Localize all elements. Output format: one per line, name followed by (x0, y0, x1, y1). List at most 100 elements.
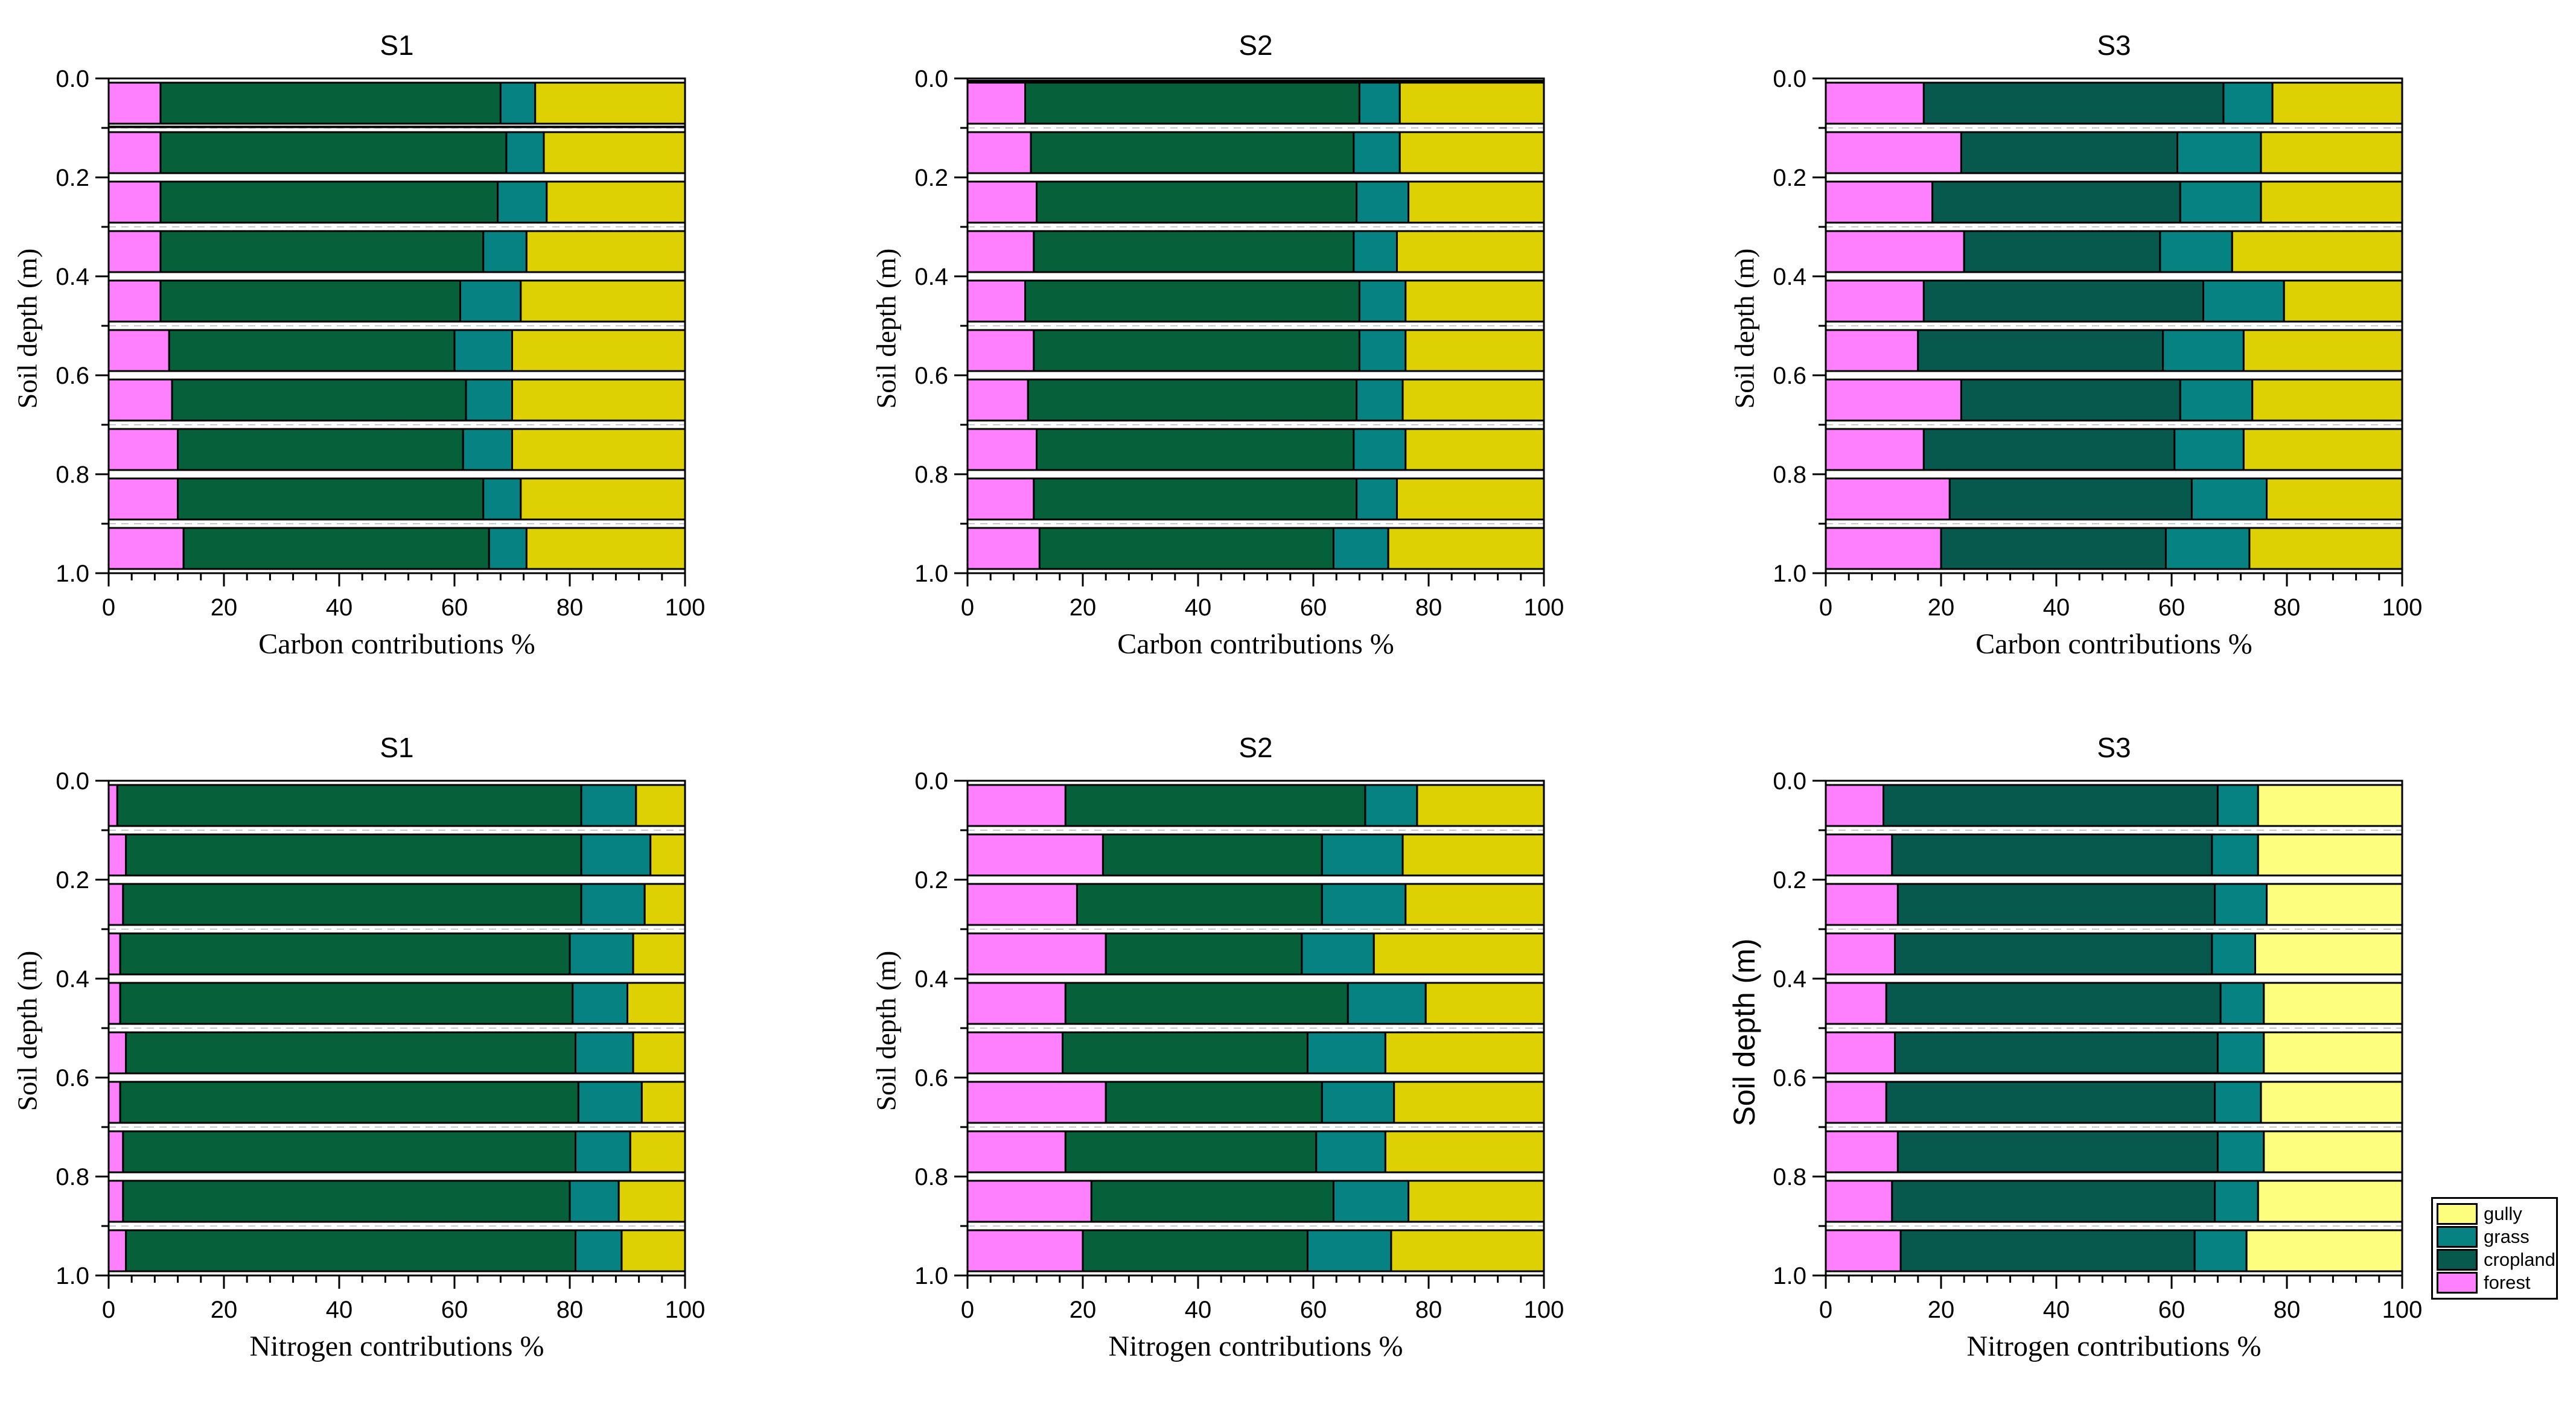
bar-segment-gully (2263, 982, 2403, 1025)
bar-segment-grass (2173, 428, 2245, 471)
y-tick-label: 0.6 (914, 1065, 948, 1091)
bar-segment-grass (497, 180, 548, 224)
bar-segment-forest (966, 833, 1104, 877)
chart-title: S2 (1239, 732, 1273, 763)
bar-segment-forest (966, 527, 1041, 570)
bar-segment-forest (107, 982, 121, 1025)
bar-segment-grass (488, 527, 528, 570)
bar-segment-cropland (1064, 982, 1349, 1025)
legend-entry-label: forest (2484, 1272, 2531, 1293)
x-axis-label: Carbon contributions % (1117, 628, 1394, 660)
bar-segment-gully (1404, 329, 1545, 372)
bar-segment-forest (1825, 1229, 1902, 1272)
bar-segment-gully (1384, 1031, 1545, 1075)
y-tick-label: 0.4 (56, 966, 89, 993)
bar-segment-gully (2248, 527, 2403, 570)
x-tick-label: 100 (1524, 594, 1564, 621)
bar-segment-grass (2214, 1081, 2262, 1124)
bar-segment-forest (107, 329, 170, 372)
bar-segment-gully (632, 932, 686, 976)
bar-segment-grass (453, 329, 513, 372)
bar-segment-gully (1387, 527, 1545, 570)
bar-segment-cropland (159, 180, 499, 224)
legend: gully grass cropland forest (2431, 1197, 2558, 1300)
bar-segment-cropland (1896, 1130, 2219, 1174)
x-axis-label: Carbon contributions % (1975, 628, 2252, 660)
bar-segment-forest (1825, 81, 1925, 125)
legend-entry-label: gully (2484, 1203, 2522, 1224)
bar-segment-cropland (1922, 428, 2176, 471)
bar-segment-grass (462, 428, 514, 471)
y-tick-label: 0.0 (1773, 66, 1806, 92)
x-tick-label: 0 (961, 594, 974, 621)
chart-nitrogen-s2: S2 Soil depth (m) 0 20 40 60 80 100 0.0 0.2 0.4 0… (859, 702, 1718, 1404)
bar-segment-forest (1825, 279, 1925, 323)
bar-segment-forest (966, 279, 1026, 323)
y-tick-label: 0.0 (914, 768, 948, 795)
bar-segment-grass (2193, 1229, 2248, 1272)
x-tick-label: 80 (2274, 594, 2301, 621)
y-tick-label: 0.0 (56, 768, 89, 795)
bar-segment-forest (966, 428, 1038, 471)
bar-segment-gully (1416, 784, 1545, 827)
plot-area: 0 20 40 60 80 100 0.0 0.2 0.4 0.6 0.8 1.0 (1773, 768, 2422, 1323)
bar-segment-cropland (159, 279, 462, 323)
bar-segment-grass (2216, 1031, 2265, 1075)
bar-segment-gully (1404, 883, 1545, 926)
bar-segment-grass (2222, 81, 2274, 125)
bar-segment-forest (1825, 1031, 1896, 1075)
bar-segment-grass (577, 1081, 643, 1124)
x-tick-label: 20 (1070, 594, 1097, 621)
y-tick-label: 0.8 (1773, 1164, 1806, 1190)
bar-segment-grass (569, 932, 634, 976)
bar-segment-cropland (171, 378, 467, 422)
bar-segment-forest (966, 1180, 1092, 1223)
bar-segment-cropland (1090, 1180, 1334, 1223)
bar-segment-forest (1825, 932, 1896, 976)
bar-segment-forest (966, 81, 1026, 125)
x-tick-label: 100 (1524, 1297, 1564, 1323)
bar-segment-gully (2242, 428, 2403, 471)
y-tick-label: 0.6 (1773, 1065, 1806, 1091)
bar-segment-gully (543, 131, 686, 174)
legend-entry-label: grass (2484, 1226, 2530, 1247)
bar-segment-grass (1306, 1031, 1386, 1075)
bar-segment-cropland (1922, 279, 2205, 323)
bar-segment-cropland (1030, 131, 1355, 174)
bar-segment-grass (1347, 982, 1427, 1025)
x-tick-label: 80 (556, 1297, 584, 1323)
bar-segment-cropland (1033, 329, 1360, 372)
bar-segment-grass (505, 131, 545, 174)
bar-segment-cropland (1101, 833, 1323, 877)
y-tick-label: 0.8 (56, 462, 89, 488)
bar-segment-cropland (1922, 81, 2225, 125)
y-tick-label: 0.0 (914, 66, 948, 92)
bar-segment-gully (520, 477, 686, 521)
bar-segment-cropland (119, 982, 574, 1025)
y-tick-label: 1.0 (914, 1263, 948, 1289)
bar-segment-gully (1424, 982, 1545, 1025)
bar-segment-gully (2283, 279, 2403, 323)
bar-segment-gully (2260, 131, 2403, 174)
bar-segment-cropland (1885, 982, 2222, 1025)
bar-segment-cropland (125, 833, 582, 877)
bar-segment-grass (2179, 378, 2254, 422)
x-tick-label: 80 (1415, 1297, 1443, 1323)
x-tick-label: 40 (2043, 594, 2070, 621)
bar-segment-cropland (1960, 131, 2179, 174)
bar-segment-gully (1390, 1229, 1545, 1272)
bar-segment-cropland (1894, 932, 2213, 976)
bar-segment-forest (966, 1130, 1066, 1174)
bar-segment-forest (1825, 883, 1899, 926)
bar-segment-grass (1321, 883, 1407, 926)
bar-segment-cropland (1064, 784, 1366, 827)
bar-segment-cropland (122, 883, 582, 926)
bar-segment-grass (1364, 784, 1418, 827)
bar-segment-cropland (122, 1180, 571, 1223)
bar-segment-cropland (1024, 279, 1360, 323)
bar-segment-grass (2179, 180, 2262, 224)
bar-segment-grass (2202, 279, 2285, 323)
bar-segment-cropland (1883, 784, 2219, 827)
bar-segment-grass (569, 1180, 620, 1223)
bar-segment-cropland (1885, 1081, 2216, 1124)
